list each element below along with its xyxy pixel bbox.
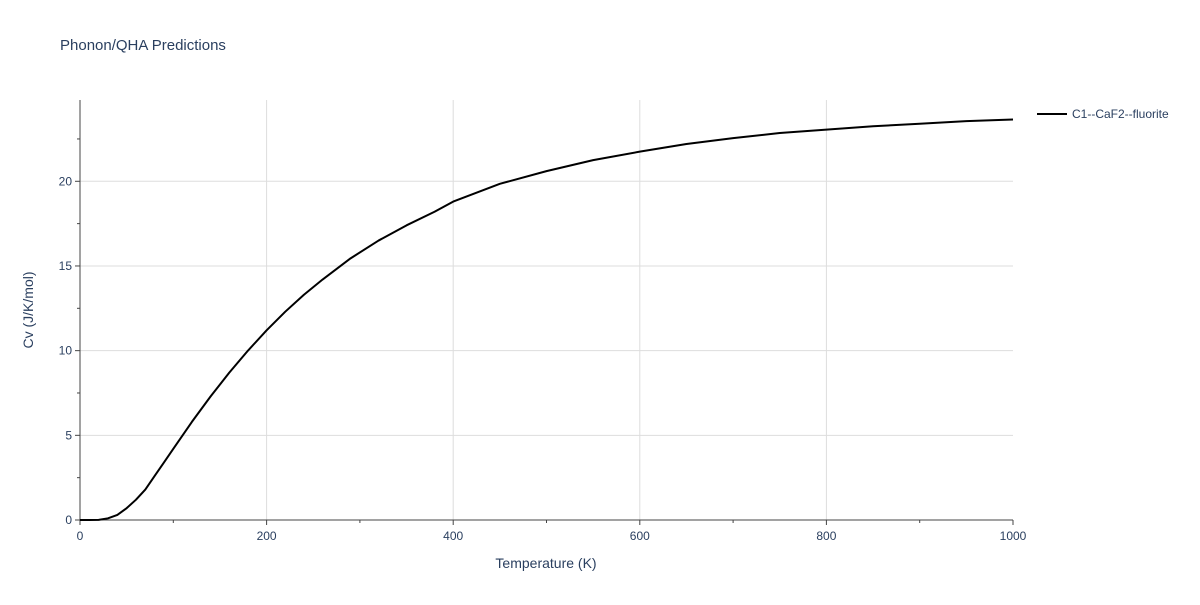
grid-layer <box>80 100 1013 520</box>
y-tick-label: 10 <box>59 344 73 358</box>
y-tick-label: 0 <box>65 513 72 527</box>
legend[interactable]: C1--CaF2--fluorite <box>1037 107 1169 121</box>
series-line-1[interactable] <box>80 118 1014 521</box>
y-axis-title: Cv (J/K/mol) <box>20 272 36 349</box>
y-tick-label: 15 <box>59 259 73 273</box>
x-tick-label: 600 <box>630 529 650 543</box>
x-axis-title: Temperature (K) <box>495 555 596 571</box>
axis-layer: 0 200 400 600 800 1000 0 5 10 15 20 <box>59 100 1027 543</box>
chart-title: Phonon/QHA Predictions <box>60 37 226 54</box>
series-layer <box>80 118 1014 521</box>
y-tick-label: 5 <box>65 428 72 442</box>
y-tick-label: 20 <box>59 174 73 188</box>
x-tick-label: 0 <box>77 529 84 543</box>
x-tick-label: 400 <box>443 529 463 543</box>
x-tick-label: 200 <box>257 529 277 543</box>
x-tick-label: 800 <box>816 529 836 543</box>
legend-label[interactable]: C1--CaF2--fluorite <box>1072 107 1169 121</box>
x-tick-label: 1000 <box>1000 529 1027 543</box>
